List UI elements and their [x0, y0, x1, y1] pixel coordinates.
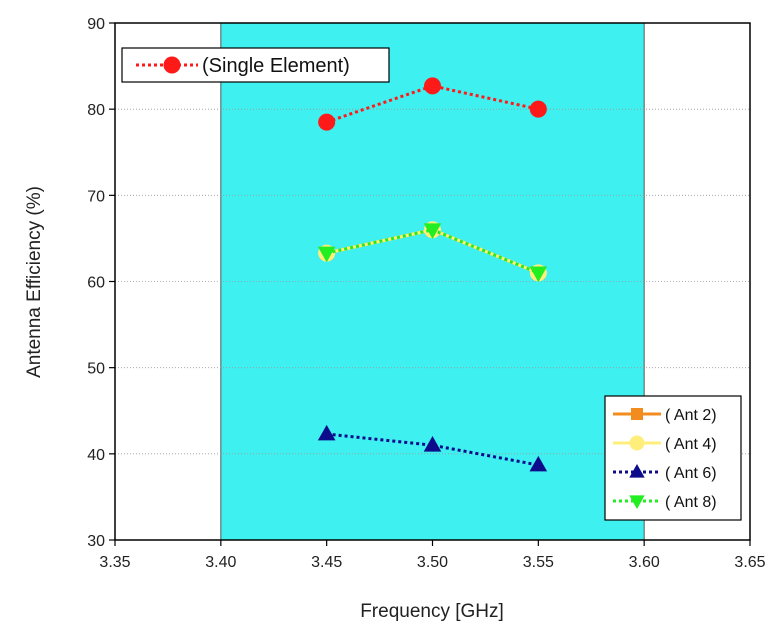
x-tick-label: 3.50: [417, 554, 448, 571]
data-point-ant-8: [317, 246, 336, 263]
legend-marker-ant-6: [629, 463, 645, 478]
data-point-single-element: [318, 113, 336, 131]
data-point-ant-6: [317, 424, 336, 441]
legend-marker-ant-2: [631, 408, 643, 420]
x-axis-title: Frequency [GHz]: [360, 601, 504, 622]
data-point-single-element: [529, 100, 547, 118]
data-point-ant-6: [529, 455, 548, 472]
y-tick-label: 70: [87, 188, 105, 205]
legend-marker-single-element: [163, 56, 181, 74]
legend-label-single-element: (Single Element): [202, 55, 350, 77]
data-point-ant-6: [423, 436, 442, 452]
legend-marker-ant-4: [629, 435, 645, 451]
x-tick-label: 3.40: [205, 554, 236, 571]
data-point-ant-8: [423, 223, 442, 239]
x-tick-label: 3.65: [734, 554, 765, 571]
data-point-ant-8: [529, 266, 548, 283]
legend-box-ants: [604, 395, 742, 521]
y-tick-label: 90: [87, 16, 105, 33]
y-tick-label: 60: [87, 275, 105, 292]
legend-label-ant-8: ( Ant 8): [665, 494, 717, 511]
x-tick-label: 3.60: [629, 554, 660, 571]
y-tick-label: 30: [87, 533, 105, 550]
legend-label-ant-6: ( Ant 6): [665, 465, 717, 482]
data-point-single-element: [424, 77, 441, 95]
x-tick-label: 3.55: [523, 554, 554, 571]
y-tick-label: 50: [87, 361, 105, 378]
legend-label-ant-4: ( Ant 4): [665, 436, 717, 453]
y-tick-label: 40: [87, 447, 105, 464]
y-tick-label: 80: [87, 102, 105, 119]
legend-marker-ant-8: [629, 495, 645, 510]
series-line-single-element: [326, 84, 539, 124]
legend-label-ant-2: ( Ant 2): [665, 407, 717, 424]
x-tick-label: 3.35: [99, 554, 130, 571]
y-axis-title: Antenna Efficiency (%): [24, 186, 45, 378]
highlight-band: [220, 22, 645, 541]
x-tick-label: 3.45: [311, 554, 342, 571]
